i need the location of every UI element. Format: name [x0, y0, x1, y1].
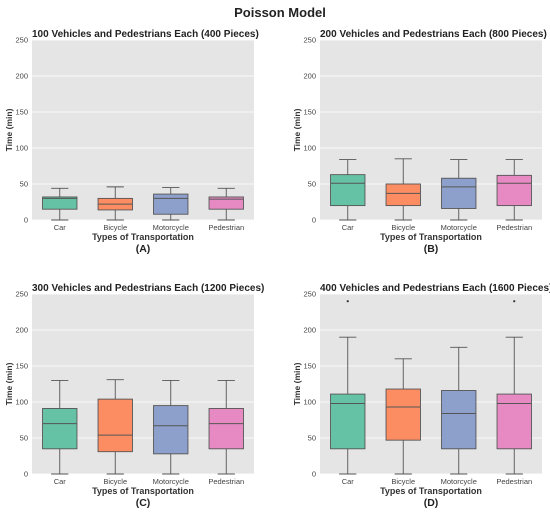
- y-axis-label: Time (min): [4, 108, 14, 151]
- x-tick-label: Bicycle: [391, 223, 415, 232]
- box-car: [42, 187, 78, 221]
- panel-1: 0 50 100 150 200 250 100 Vehicles and Pedestri…: [4, 29, 259, 255]
- x-tick-label: Motorcycle: [441, 223, 477, 232]
- y-tick-label: 0: [24, 216, 28, 225]
- box-motorcycle: [153, 379, 189, 475]
- y-tick-label: 100: [15, 398, 28, 407]
- x-axis-label: Types of Transportation: [380, 486, 482, 496]
- box-motorcycle: [441, 159, 477, 221]
- x-axis-label: Types of Transportation: [92, 486, 194, 496]
- box-body: [441, 177, 477, 209]
- x-tick-label: Motorcycle: [153, 477, 189, 486]
- y-tick-label: 250: [15, 290, 28, 299]
- y-tick-label: 50: [308, 180, 316, 189]
- box-bicycle: [385, 358, 421, 475]
- panel-title: 400 Vehicles and Pedestrians Each (1600 …: [320, 283, 550, 294]
- y-tick-label: 250: [303, 36, 316, 45]
- y-tick-label: 0: [312, 470, 316, 479]
- x-tick-label: Pedestrian: [496, 477, 532, 486]
- figure-title: Poisson Model: [234, 5, 326, 20]
- y-tick-label: 250: [15, 36, 28, 45]
- y-tick-label: 100: [15, 144, 28, 153]
- box-body: [153, 193, 189, 215]
- box-bicycle: [385, 158, 421, 221]
- y-tick-label: 250: [303, 290, 316, 299]
- y-axis-label: Time (min): [292, 108, 302, 151]
- x-tick-label: Car: [54, 477, 67, 486]
- box-body: [385, 183, 421, 207]
- x-tick-label: Pedestrian: [208, 477, 244, 486]
- outlier-point: [513, 300, 516, 303]
- box-pedestrian: [208, 187, 244, 221]
- panel-letter: (B): [424, 243, 439, 255]
- y-tick-label: 200: [15, 326, 28, 335]
- x-tick-label: Pedestrian: [496, 223, 532, 232]
- y-axis-label: Time (min): [292, 362, 302, 405]
- y-tick-label: 150: [15, 362, 28, 371]
- y-tick-label: 0: [24, 470, 28, 479]
- y-tick-label: 50: [20, 180, 28, 189]
- y-tick-label: 50: [308, 434, 316, 443]
- box-pedestrian: [496, 159, 532, 221]
- panel-letter: (A): [136, 243, 151, 255]
- panel-title: 200 Vehicles and Pedestrians Each (800 P…: [320, 29, 547, 40]
- box-motorcycle: [441, 346, 477, 475]
- y-axis-label: Time (min): [4, 362, 14, 405]
- box-body: [208, 408, 244, 450]
- box-body: [97, 398, 133, 453]
- box-car: [42, 379, 78, 475]
- y-tick-label: 50: [20, 434, 28, 443]
- box-car: [330, 300, 366, 475]
- y-tick-label: 100: [303, 398, 316, 407]
- y-tick-label: 200: [303, 326, 316, 335]
- x-tick-label: Motorcycle: [153, 223, 189, 232]
- x-tick-label: Car: [342, 223, 355, 232]
- x-tick-label: Car: [342, 477, 355, 486]
- y-tick-label: 0: [312, 216, 316, 225]
- x-tick-label: Pedestrian: [208, 223, 244, 232]
- box-body: [496, 393, 532, 450]
- box-body: [330, 174, 366, 207]
- box-body: [385, 388, 421, 441]
- x-axis-label: Types of Transportation: [380, 232, 482, 242]
- x-axis-label: Types of Transportation: [92, 232, 194, 242]
- outlier-point: [346, 300, 349, 303]
- plot-area: [32, 40, 254, 220]
- panel-3: 0 50 100 150 200 250 300 Vehicles and Pedestri…: [4, 283, 264, 509]
- box-body: [441, 390, 477, 450]
- y-tick-label: 200: [15, 72, 28, 81]
- x-tick-label: Car: [54, 223, 67, 232]
- box-bicycle: [97, 186, 133, 221]
- box-pedestrian: [208, 379, 244, 475]
- box-motorcycle: [153, 187, 189, 221]
- y-tick-label: 100: [303, 144, 316, 153]
- box-body: [330, 393, 366, 450]
- y-tick-label: 150: [303, 362, 316, 371]
- box-bicycle: [97, 379, 133, 475]
- panel-letter: (D): [424, 497, 439, 509]
- x-tick-label: Bicycle: [103, 477, 127, 486]
- y-tick-label: 200: [303, 72, 316, 81]
- panel-title: 300 Vehicles and Pedestrians Each (1200 …: [32, 283, 264, 294]
- y-tick-label: 150: [303, 108, 316, 117]
- box-body: [42, 196, 78, 210]
- box-body: [208, 196, 244, 210]
- box-body: [42, 408, 78, 450]
- x-tick-label: Bicycle: [103, 223, 127, 232]
- y-tick-label: 150: [15, 108, 28, 117]
- box-body: [153, 405, 189, 455]
- x-tick-label: Motorcycle: [441, 477, 477, 486]
- panel-2: 0 50 100 150 200 250 200 Vehicles and Pedestri…: [292, 29, 547, 255]
- panel-letter: (C): [136, 497, 151, 509]
- panel-title: 100 Vehicles and Pedestrians Each (400 P…: [32, 29, 259, 40]
- box-pedestrian: [496, 300, 532, 475]
- x-tick-label: Bicycle: [391, 477, 415, 486]
- box-body: [496, 174, 532, 207]
- box-car: [330, 159, 366, 221]
- panel-4: 0 50 100 150 200 250 400 Vehicles and Pedestri…: [292, 283, 550, 509]
